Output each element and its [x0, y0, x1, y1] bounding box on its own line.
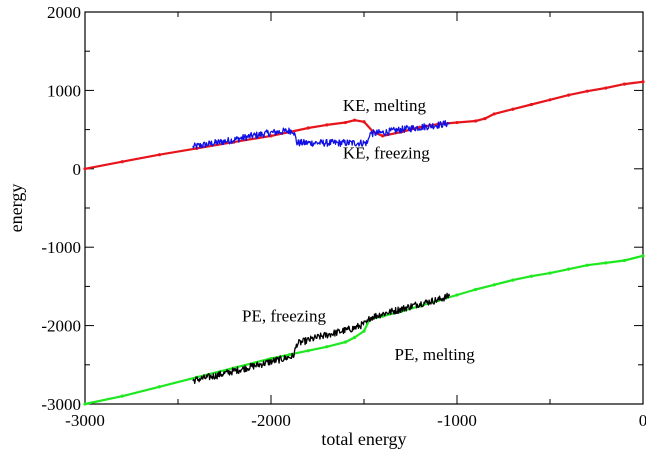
y-axis-title: energy — [6, 184, 26, 233]
y-tick-label: 1000 — [47, 81, 81, 100]
point-ke-melting — [381, 134, 385, 138]
point-pe-melting — [306, 349, 310, 353]
point-pe-melting — [511, 278, 515, 282]
point-ke-melting — [418, 125, 422, 129]
point-ke-melting — [353, 118, 357, 122]
point-pe-melting — [604, 261, 608, 265]
point-pe-melting — [529, 274, 534, 278]
y-tick-label: -1000 — [41, 238, 81, 257]
point-ke-melting — [483, 117, 487, 121]
point-ke-melting — [362, 120, 366, 124]
series-layer — [83, 80, 645, 406]
y-tick-label: 0 — [73, 160, 82, 179]
y-tick-label: -3000 — [41, 395, 81, 414]
point-ke-melting — [325, 123, 329, 127]
point-pe-melting — [622, 258, 627, 263]
point-ke-melting — [492, 112, 496, 116]
point-pe-melting — [362, 329, 366, 333]
annotation-label: KE, melting — [343, 96, 427, 115]
point-ke-melting — [585, 89, 589, 93]
point-pe-melting — [474, 287, 478, 292]
point-ke-melting — [567, 93, 571, 97]
annotation-label: PE, melting — [395, 345, 476, 364]
x-tick-label: 0 — [639, 411, 646, 430]
x-axis-title: total energy — [321, 429, 406, 449]
point-ke-melting — [641, 80, 645, 84]
x-tick-label: -1000 — [437, 411, 477, 430]
ticks — [84, 11, 644, 405]
point-pe-melting — [269, 356, 273, 361]
point-ke-melting — [529, 102, 534, 107]
point-pe-melting — [120, 394, 124, 398]
series-pe-melting — [84, 254, 644, 406]
point-ke-melting — [343, 120, 347, 125]
point-pe-melting — [492, 283, 496, 287]
point-ke-melting — [511, 107, 515, 111]
point-pe-melting — [157, 385, 161, 389]
series-pe-freezing — [192, 292, 451, 385]
series-ke-freezing — [192, 120, 450, 150]
annotation-label: PE, freezing — [242, 307, 327, 326]
point-pe-melting — [83, 402, 87, 406]
y-tick-label: -2000 — [41, 317, 81, 336]
point-ke-melting — [120, 160, 124, 164]
point-pe-melting — [641, 254, 645, 258]
plot-frame — [84, 11, 644, 405]
annotation-label: KE, freezing — [343, 144, 430, 163]
y-tick-label: 2000 — [47, 3, 81, 22]
x-tick-label: -3000 — [65, 411, 105, 430]
point-pe-melting — [353, 335, 357, 339]
point-ke-melting — [474, 119, 478, 123]
point-pe-melting — [455, 293, 459, 297]
point-pe-melting — [325, 345, 329, 349]
point-pe-melting — [548, 271, 552, 275]
point-ke-melting — [83, 167, 87, 171]
point-pe-melting — [288, 353, 292, 357]
point-ke-melting — [157, 153, 161, 157]
tick-labels: -3000 -2000 -1000 0 -3000 -2000 -1000 0 1000 2000 — [41, 3, 646, 430]
point-pe-melting — [343, 340, 347, 344]
point-ke-melting — [306, 126, 310, 130]
point-pe-melting — [567, 267, 571, 271]
point-ke-melting — [622, 82, 627, 86]
point-ke-melting — [548, 98, 552, 102]
point-ke-melting — [604, 86, 608, 90]
annotations: KE, melting KE, freezing PE, freezing PE, m… — [242, 96, 475, 364]
x-tick-label: -2000 — [251, 411, 291, 430]
point-ke-melting — [455, 120, 459, 125]
point-pe-melting — [585, 263, 589, 267]
